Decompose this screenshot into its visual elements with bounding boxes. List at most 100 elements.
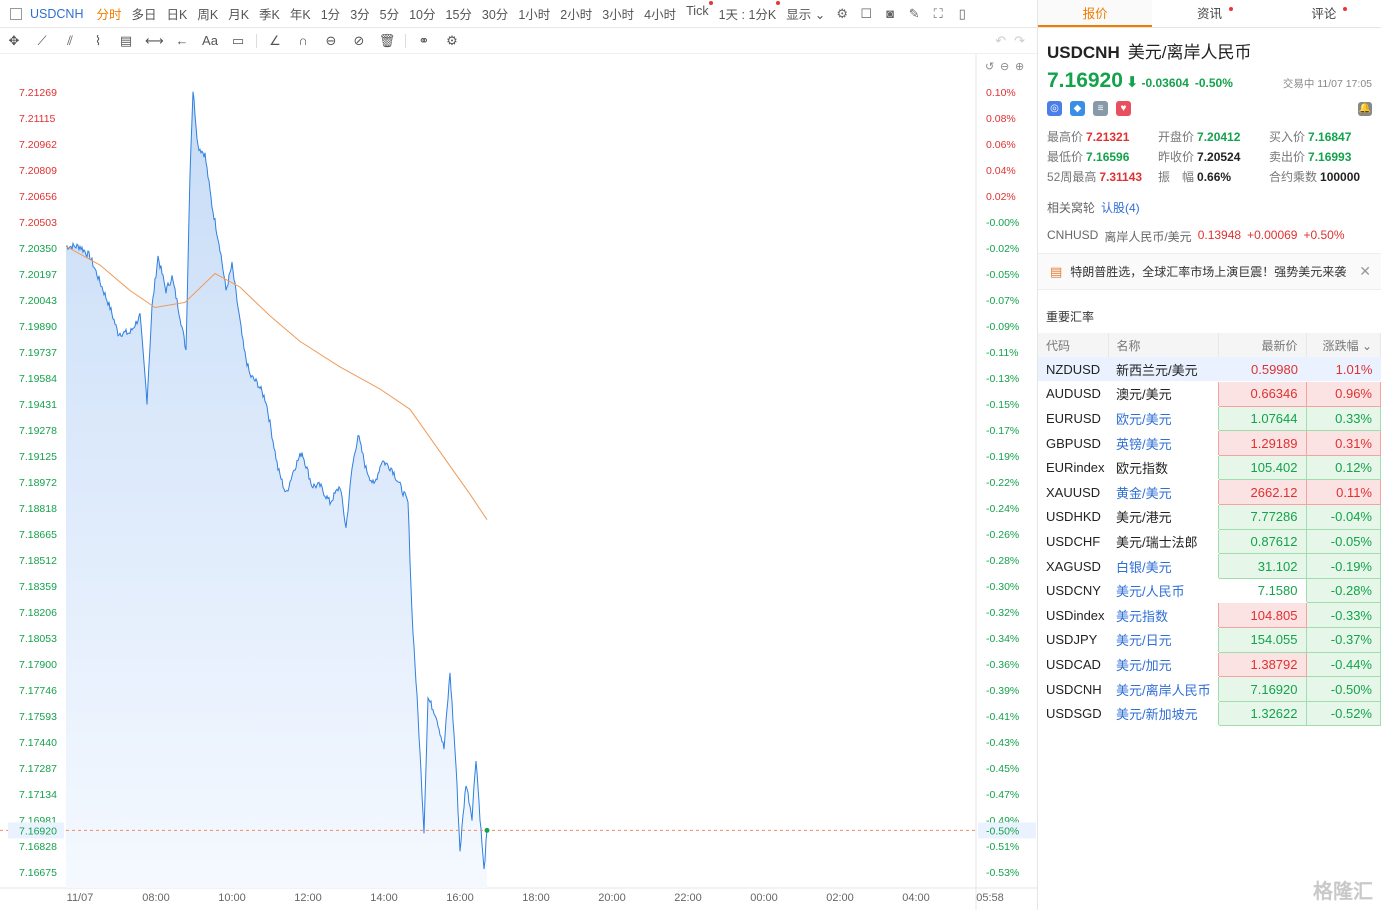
timeframe-7[interactable]: 1分 (320, 8, 341, 22)
chart-type-icon[interactable]: ☐ (860, 5, 873, 21)
redo-icon[interactable]: ↷ (1014, 32, 1025, 48)
table-row[interactable]: EURindex 欧元指数 105.402 0.12% (1038, 454, 1381, 481)
table-row[interactable]: USDCNY 美元/人民币 7.1580 -0.28% (1038, 577, 1381, 604)
table-row[interactable]: USDJPY 美元/日元 154.055 -0.37% (1038, 627, 1381, 653)
unread-dot (1342, 7, 1347, 11)
timeframe-9[interactable]: 5分 (379, 8, 400, 22)
wave-icon[interactable]: ⌇ (94, 32, 102, 48)
trend-line-icon[interactable]: ⟋ (37, 32, 47, 48)
y-tick-label: 7.18972 (19, 477, 57, 489)
timeframe-18[interactable]: 1天 : 1分K (714, 1, 782, 23)
document-icon[interactable]: ≡ (1093, 101, 1108, 116)
rate-name[interactable]: 美元/加元 (1108, 652, 1218, 678)
pct-tick-label: -0.11% (986, 347, 1019, 359)
col-price[interactable]: 最新价 (1218, 333, 1307, 357)
arrow-left-icon[interactable]: ← (175, 33, 189, 48)
timeframe-4[interactable]: 月K (228, 8, 250, 22)
rate-pct: -0.44% (1305, 651, 1381, 678)
heart-icon[interactable]: ♥ (1116, 101, 1131, 116)
chart-svg[interactable]: ↺ ⊖ ⊕ 7.21269 0.10% 7.21115 0.08% 7.20962 0.06% 7… (0, 54, 1037, 910)
table-row[interactable]: USDHKD 美元/港元 7.77286 -0.04% (1038, 504, 1381, 530)
comment-icon[interactable]: ▭ (231, 32, 245, 48)
pct-tick-label: -0.26% (986, 529, 1019, 541)
x-tick-label: 16:00 (446, 892, 474, 904)
globe-icon[interactable]: ◎ (1047, 101, 1062, 116)
fib-icon[interactable]: ▤ (119, 32, 133, 48)
rate-name[interactable]: 美元/日元 (1108, 627, 1218, 653)
fullscreen-icon[interactable]: ⛶ (933, 5, 943, 21)
draw-pen-icon[interactable]: ✎ (908, 5, 920, 21)
related-pair[interactable]: CNHUSD 离岸人民币/美元 0.13948 +0.00069 +0.50% (1047, 228, 1345, 244)
timeframe-13[interactable]: 1小时 (518, 8, 551, 22)
timeframe-3[interactable]: 周K (197, 8, 219, 22)
timeframe-1[interactable]: 多日 (131, 8, 157, 22)
timeframe-12[interactable]: 30分 (481, 8, 509, 22)
rate-name[interactable]: 美元指数 (1108, 602, 1218, 629)
move-cross-icon[interactable]: ✥ (8, 32, 20, 48)
rate-name[interactable]: 美元/新加坡元 (1108, 701, 1218, 727)
table-row[interactable]: AUDUSD 澳元/美元 0.66346 0.96% (1038, 381, 1381, 407)
col-code[interactable]: 代码 (1038, 333, 1109, 357)
intraday-chart[interactable]: ↺ ⊖ ⊕ 7.21269 0.10% 7.21115 0.08% 7.20962 0.06% 7… (0, 54, 1037, 910)
rate-name[interactable]: 美元/离岸人民币 (1108, 676, 1218, 702)
close-icon[interactable]: ✕ (1359, 263, 1371, 279)
table-row[interactable]: USDSGD 美元/新加坡元 1.32622 -0.52% (1038, 700, 1381, 727)
col-name[interactable]: 名称 (1108, 333, 1219, 357)
col-pct[interactable]: 涨跌幅 ⌄ (1306, 333, 1381, 357)
trash-icon[interactable]: 🗑 (378, 32, 396, 48)
y-tick-label: 7.17440 (19, 737, 57, 749)
timeframe-2[interactable]: 日K (166, 8, 188, 22)
rate-code: USDJPY (1038, 627, 1108, 653)
symbol-label[interactable]: USDCNH (30, 6, 84, 21)
timeframe-14[interactable]: 2小时 (560, 8, 593, 22)
tag-icon[interactable]: ◆ (1070, 101, 1085, 116)
table-row[interactable]: EURUSD 欧元/美元 1.07644 0.33% (1038, 405, 1381, 432)
magnet-icon[interactable]: ∩ (298, 33, 308, 48)
rate-name[interactable]: 英镑/美元 (1108, 430, 1218, 456)
lock-icon[interactable]: ⊖ (325, 32, 337, 48)
undo-icon[interactable]: ↶ (995, 32, 1007, 48)
table-row[interactable]: USDCNH 美元/离岸人民币 7.16920 -0.50% (1038, 676, 1381, 702)
text-icon[interactable]: Aa (202, 33, 218, 48)
table-row[interactable]: USDindex 美元指数 104.805 -0.33% (1038, 602, 1381, 629)
table-row[interactable]: XAUUSD 黄金/美元 2662.12 0.11% (1038, 479, 1381, 506)
rate-name: 新西兰元/美元 (1108, 357, 1218, 383)
side-panel-toggle-icon[interactable]: ▯ (958, 5, 966, 21)
display-dropdown[interactable]: 显示 ⌄ (786, 8, 826, 22)
related-warrants-link[interactable]: 认股(4) (1101, 201, 1140, 215)
timeframe-0[interactable]: 分时 (96, 8, 122, 22)
settings-gear-icon[interactable]: ⚙ (836, 5, 849, 21)
link-icon[interactable]: ⚭ (418, 32, 430, 48)
timeframe-6[interactable]: 年K (289, 8, 311, 22)
timeframe-16[interactable]: 4小时 (644, 8, 677, 22)
ruler-icon[interactable]: ∠ (269, 32, 281, 48)
table-row[interactable]: GBPUSD 英镑/美元 1.29189 0.31% (1038, 430, 1381, 456)
rate-name[interactable]: 美元/人民币 (1108, 578, 1218, 604)
timeframe-5[interactable]: 季K (259, 8, 280, 22)
news-banner[interactable]: ▤ 特朗普胜选，全球汇率市场上演巨震！强势美元来袭 ✕ (1038, 253, 1381, 290)
hide-icon[interactable]: ⊘ (353, 32, 365, 48)
table-row[interactable]: USDCHF 美元/瑞士法郎 0.87612 -0.05% (1038, 528, 1381, 555)
timeframe-11[interactable]: 15分 (445, 8, 472, 22)
camera-icon[interactable]: ◙ (886, 5, 895, 21)
tab-comments[interactable]: 评论 (1267, 0, 1381, 27)
timeframe-10[interactable]: 10分 (409, 8, 436, 22)
bell-icon[interactable]: 🔔 (1358, 101, 1372, 116)
tab-quote[interactable]: 报价 (1038, 0, 1153, 27)
table-row[interactable]: USDCAD 美元/加元 1.38792 -0.44% (1038, 651, 1381, 678)
rate-name[interactable]: 欧元/美元 (1108, 406, 1218, 432)
drawing-settings-icon[interactable]: ⚙ (446, 32, 458, 48)
rate-name[interactable]: 白银/美元 (1108, 553, 1218, 579)
rate-code: GBPUSD (1038, 430, 1108, 456)
y-tick-label: 7.18818 (19, 503, 57, 515)
channel-icon[interactable]: ⫽ (67, 32, 73, 48)
tab-news[interactable]: 资讯 (1152, 0, 1266, 27)
table-row[interactable]: NZDUSD 新西兰元/美元 0.59980 1.01% (1038, 357, 1381, 383)
table-row[interactable]: XAGUSD 白银/美元 31.102 -0.19% (1038, 553, 1381, 579)
timeframe-8[interactable]: 3分 (350, 8, 370, 22)
range-icon[interactable]: ⟷ (145, 32, 164, 48)
rate-name[interactable]: 黄金/美元 (1108, 479, 1218, 506)
layout-square-icon[interactable] (10, 7, 22, 20)
timeframe-15[interactable]: 3小时 (602, 8, 635, 22)
timeframe-17[interactable]: Tick (681, 1, 713, 23)
